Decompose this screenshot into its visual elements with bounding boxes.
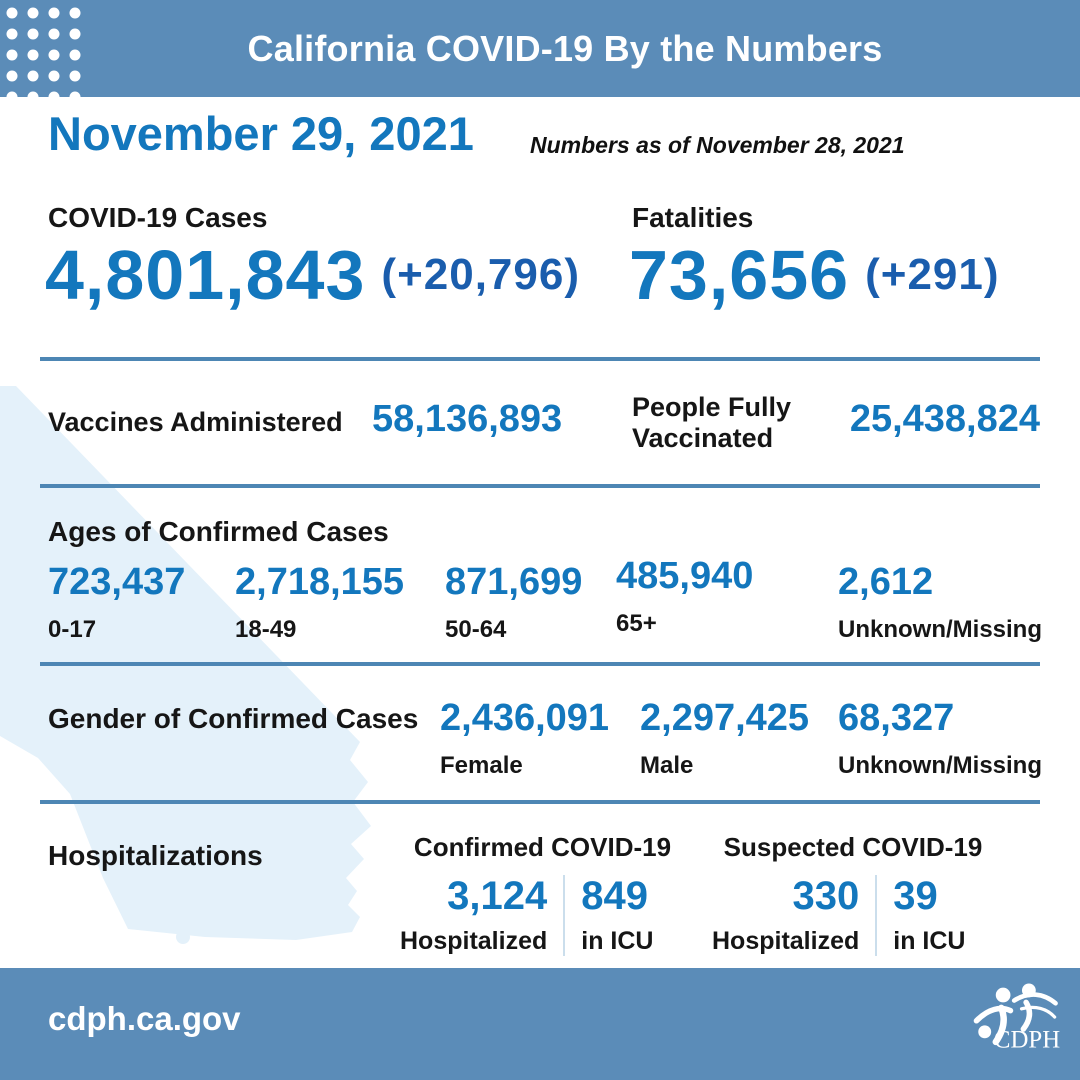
age-label: 0-17	[48, 615, 97, 643]
vaccines-administered-value: 58,136,893	[372, 398, 563, 440]
hospitalized-cell: 330 Hospitalized	[712, 874, 878, 956]
age-label: 18-49	[235, 615, 297, 643]
age-group-50-64: 871,699 50-64	[445, 561, 583, 644]
hospitalized-cell: 3,124 Hospitalized	[400, 874, 566, 956]
gender-label: Male	[640, 751, 694, 779]
age-value: 723,437	[48, 561, 186, 603]
age-group-0-17: 723,437 0-17	[48, 561, 186, 644]
hospitalized-label: Hospitalized	[400, 927, 548, 955]
hospitalized-value: 3,124	[447, 874, 548, 918]
footer-bar: cdph.ca.gov CDPH	[0, 968, 1080, 1080]
hospitalizations-heading: Hospitalizations	[48, 840, 263, 871]
icu-cell: 849 in ICU	[565, 875, 653, 956]
icu-value: 849	[581, 874, 648, 918]
gender-value: 2,297,425	[640, 697, 810, 739]
fatalities-label: Fatalities	[632, 202, 754, 233]
icu-cell: 39 in ICU	[877, 875, 965, 956]
cases-label: COVID-19 Cases	[48, 202, 268, 233]
age-group-65-plus: 485,940 65+	[616, 555, 753, 638]
fatalities-delta: (+291)	[865, 250, 1000, 299]
fatalities-block: Fatalities 73,656 (+291)	[629, 202, 1000, 314]
hospitalizations-confirmed-group: Confirmed COVID-19 3,124 Hospitalized 84…	[400, 832, 685, 956]
hosp-group-title: Confirmed COVID-19	[413, 832, 672, 862]
gender-value: 2,436,091	[440, 697, 610, 739]
cases-block: COVID-19 Cases 4,801,843 (+20,796)	[45, 202, 580, 314]
section-divider	[40, 484, 1040, 488]
age-value: 2,612	[838, 561, 934, 603]
age-value: 871,699	[445, 561, 583, 603]
icu-value: 39	[893, 874, 938, 918]
age-label: Unknown/Missing	[838, 615, 1042, 643]
icu-label: in ICU	[893, 927, 966, 955]
gender-value: 68,327	[838, 697, 955, 739]
section-divider	[40, 662, 1040, 666]
cdph-website-url: cdph.ca.gov	[48, 1000, 241, 1037]
cases-delta: (+20,796)	[381, 250, 580, 299]
fatalities-value: 73,656	[629, 236, 850, 314]
as-of-note: Numbers as of November 28, 2021	[530, 132, 905, 158]
hospitalizations-suspected-group: Suspected COVID-19 330 Hospitalized 39 i…	[712, 832, 994, 956]
hospitalized-label: Hospitalized	[712, 927, 860, 955]
section-divider	[40, 800, 1040, 804]
dot-grid-icon	[6, 7, 81, 97]
report-date: November 29, 2021	[48, 107, 474, 160]
hosp-group-title: Suspected COVID-19	[723, 832, 983, 862]
icu-label: in ICU	[581, 927, 654, 955]
gender-label: Unknown/Missing	[838, 751, 1042, 779]
gender-group-female: 2,436,091 Female	[440, 697, 610, 780]
fully-vaccinated-label: People Fully Vaccinated	[632, 392, 792, 454]
hospitalized-value: 330	[792, 874, 860, 918]
ages-heading: Ages of Confirmed Cases	[48, 516, 389, 547]
age-value: 2,718,155	[235, 561, 405, 603]
fully-vaccinated-value: 25,438,824	[849, 398, 1040, 440]
cdph-logo-text: CDPH	[994, 1026, 1060, 1053]
cdph-logo-icon: CDPH	[973, 983, 1060, 1053]
age-value: 485,940	[616, 555, 754, 597]
section-divider	[40, 357, 1040, 361]
gender-group-unknown: 68,327 Unknown/Missing	[838, 697, 1042, 780]
header-bar: California COVID-19 By the Numbers	[0, 0, 1080, 97]
gender-heading: Gender of Confirmed Cases	[48, 703, 419, 734]
age-label: 65+	[616, 609, 657, 637]
gender-group-male: 2,297,425 Male	[640, 697, 810, 780]
age-group-18-49: 2,718,155 18-49	[235, 561, 405, 644]
gender-label: Female	[440, 751, 523, 779]
age-label: 50-64	[445, 615, 507, 643]
vaccines-administered-label: Vaccines Administered	[48, 407, 343, 437]
age-group-unknown: 2,612 Unknown/Missing	[838, 561, 1042, 644]
cases-value: 4,801,843	[45, 236, 366, 314]
page-title: California COVID-19 By the Numbers	[247, 28, 883, 69]
